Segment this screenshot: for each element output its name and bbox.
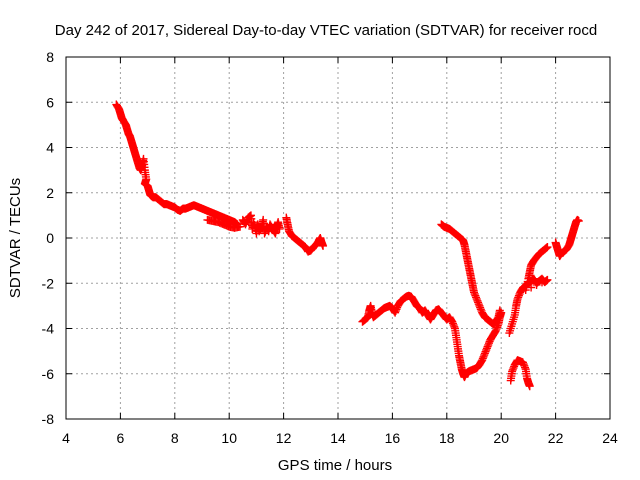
x-tick-label: 12 [276, 430, 292, 446]
y-tick-label: -4 [42, 321, 55, 337]
series-arc-8 [551, 215, 583, 261]
data-point [532, 280, 541, 289]
y-axis-title: SDTVAR / TECUs [7, 178, 24, 298]
x-tick-label: 18 [439, 430, 455, 446]
y-tick-label: 0 [46, 230, 54, 246]
x-axis-title: GPS time / hours [278, 457, 392, 474]
data-point [319, 241, 328, 250]
y-tick-label: 6 [46, 94, 54, 110]
data-point [538, 278, 546, 287]
y-tick-labels: -8 -6 -4 -2 0 2 4 6 8 [42, 49, 55, 427]
x-tick-label: 14 [330, 430, 346, 446]
series-arc-5 [437, 220, 504, 328]
y-tick-label: -2 [42, 275, 55, 291]
series-arc-6 [506, 356, 534, 391]
x-tick-label: 16 [385, 430, 401, 446]
x-tick-label: 22 [548, 430, 564, 446]
x-tick-label: 8 [171, 430, 179, 446]
data-point [495, 306, 504, 315]
data-point [543, 243, 552, 252]
data-point [543, 275, 552, 284]
series-arc-7 [505, 243, 552, 338]
data-point [275, 224, 284, 233]
data-point [236, 222, 245, 231]
x-tick-labels: 4 6 8 10 12 14 16 18 20 22 24 [62, 430, 618, 446]
data-point [574, 217, 583, 226]
x-tick-label: 4 [62, 430, 70, 446]
grid-lines [66, 57, 610, 419]
axis-ticks [65, 56, 611, 420]
series-arc-2 [238, 211, 284, 238]
series-arc-1 [112, 100, 245, 232]
y-tick-label: 2 [46, 185, 54, 201]
y-tick-label: 8 [46, 49, 54, 65]
x-tick-label: 10 [221, 430, 237, 446]
data-point [525, 382, 534, 391]
series-arc-4 [358, 291, 506, 382]
x-tick-label: 24 [602, 430, 618, 446]
data-series [112, 100, 583, 391]
series-arc-3 [282, 213, 328, 256]
y-tick-label: 4 [46, 140, 54, 156]
x-tick-label: 6 [117, 430, 125, 446]
y-tick-label: -8 [42, 411, 55, 427]
chart-title: Day 242 of 2017, Sidereal Day-to-day VTE… [55, 22, 597, 39]
y-tick-label: -6 [42, 366, 55, 382]
x-tick-label: 20 [493, 430, 509, 446]
